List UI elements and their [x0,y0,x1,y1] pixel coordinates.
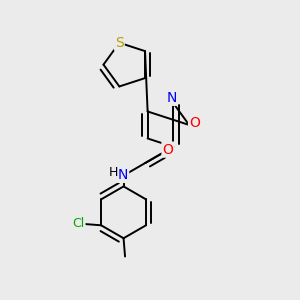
Text: N: N [167,91,177,105]
Text: N: N [118,168,128,182]
Text: O: O [163,142,173,157]
Text: H: H [109,166,118,179]
Text: S: S [115,36,124,50]
Text: O: O [189,116,200,130]
Text: Cl: Cl [72,217,85,230]
